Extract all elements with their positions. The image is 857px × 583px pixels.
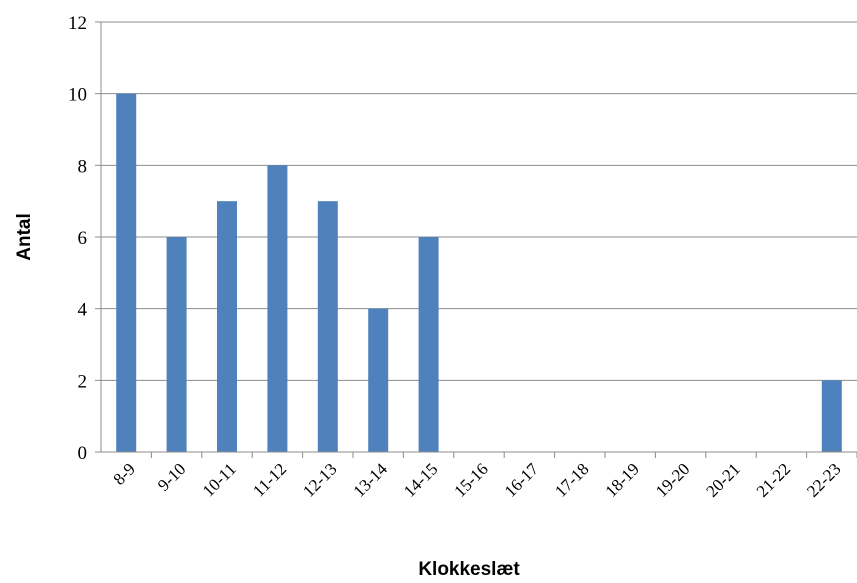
x-tick-label: 9-10: [154, 459, 189, 494]
x-tick-label: 18-19: [602, 459, 643, 500]
y-tick-label: 12: [68, 13, 87, 34]
bar-8-9: [116, 93, 137, 453]
x-tick-label: 10-11: [199, 459, 240, 500]
bar-22-23: [821, 380, 842, 452]
y-tick-label: 8: [78, 156, 88, 177]
bar-9-10: [166, 237, 187, 452]
bar-14-15: [418, 237, 439, 452]
x-tick-label: 14-15: [400, 459, 441, 500]
y-tick-label: 0: [78, 443, 88, 464]
x-tick-label: 8-9: [110, 459, 139, 488]
x-tick-label: 13-14: [350, 459, 392, 501]
bar-11-12: [267, 165, 288, 453]
x-tick-label: 11-12: [249, 459, 290, 500]
bar-10-11: [217, 201, 237, 452]
y-tick-label: 6: [78, 228, 88, 249]
y-axis-title: Antal: [14, 213, 35, 261]
y-tick-label: 10: [68, 85, 87, 106]
x-tick-label: 19-20: [652, 459, 693, 500]
x-tick-label: 22-23: [803, 459, 844, 500]
x-tick-label: 20-21: [702, 459, 743, 500]
y-tick-labels: 0 2 4 6 8 10 12: [68, 13, 88, 464]
bars: [116, 93, 842, 453]
bar-13-14: [368, 308, 389, 452]
bar-12-13: [317, 201, 338, 452]
x-tick-label: 17-18: [551, 459, 592, 500]
y-tick-label: 2: [78, 371, 88, 392]
x-axis-title: Klokkeslæt: [418, 559, 520, 580]
gridlines: [95, 21, 857, 458]
x-tick-label: 12-13: [299, 459, 340, 500]
x-tick-label: 15-16: [450, 459, 491, 500]
x-tick-label: 21-22: [753, 459, 794, 500]
x-tick-label: 16-17: [501, 459, 543, 501]
x-tick-labels: 8-9 9-10 10-11 11-12 12-13 13-14 14-15 15-16 16-…: [110, 459, 845, 501]
y-tick-label: 4: [78, 300, 88, 321]
